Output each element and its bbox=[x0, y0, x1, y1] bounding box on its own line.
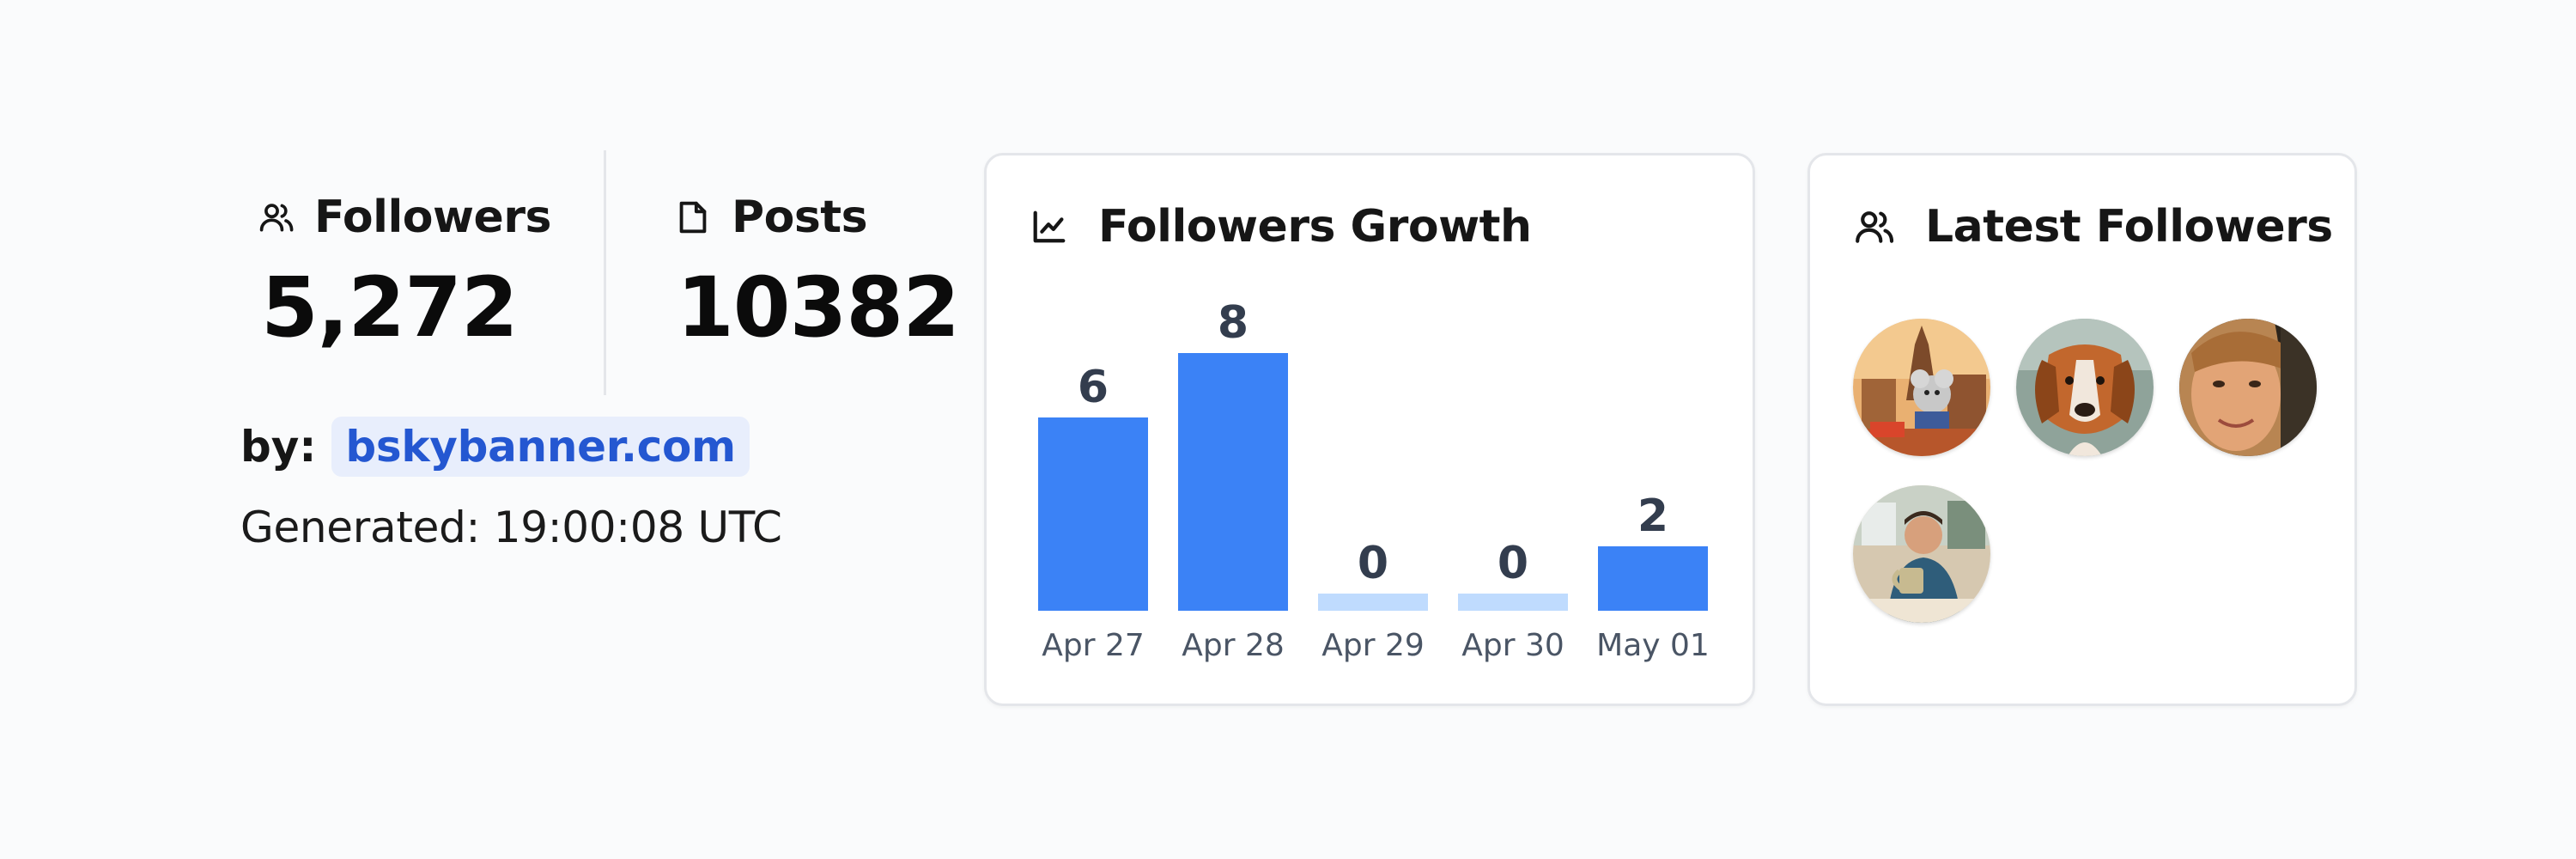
latest-followers-card: Latest Followers bbox=[1807, 153, 2357, 706]
users-icon bbox=[1853, 205, 1896, 248]
file-icon bbox=[673, 198, 713, 237]
followers-stat: Followers 5,272 bbox=[258, 191, 551, 349]
credit-label: by: bbox=[240, 422, 317, 472]
bar-0 bbox=[1038, 417, 1148, 611]
followers-header: Followers bbox=[258, 191, 551, 244]
bar-1 bbox=[1178, 353, 1288, 611]
credit-row: by: bskybanner.com bbox=[240, 414, 750, 479]
followers-growth-chart: 6 Apr 27 8 Apr 28 0 Apr 29 0 Apr 30 2 May 01 bbox=[1038, 297, 1710, 663]
avatar-woman[interactable] bbox=[2179, 319, 2317, 456]
growth-card-title: Followers Growth bbox=[1098, 201, 1532, 253]
bar-value-1: 8 bbox=[1218, 297, 1249, 349]
users-icon bbox=[258, 198, 295, 236]
credit-link[interactable]: bskybanner.com bbox=[331, 417, 750, 477]
bar-label-1: Apr 28 bbox=[1182, 628, 1285, 663]
bar-label-4: May 01 bbox=[1596, 628, 1710, 663]
bar-value-2: 0 bbox=[1358, 538, 1388, 589]
bar-label-0: Apr 27 bbox=[1042, 628, 1145, 663]
bar-value-4: 2 bbox=[1637, 490, 1668, 542]
latest-card-header: Latest Followers bbox=[1853, 198, 2333, 255]
bar-4 bbox=[1598, 546, 1708, 611]
bar-label-2: Apr 29 bbox=[1321, 628, 1425, 663]
avatar-man-coffee[interactable] bbox=[1853, 485, 1990, 623]
generated-timestamp: Generated: 19:00:08 UTC bbox=[240, 503, 782, 552]
posts-count: 10382 bbox=[677, 259, 960, 356]
bar-2 bbox=[1318, 594, 1428, 611]
avatar-mouse-city[interactable] bbox=[1853, 319, 1990, 456]
bar-value-0: 6 bbox=[1078, 362, 1109, 413]
followers-count: 5,272 bbox=[261, 259, 519, 356]
bar-3 bbox=[1458, 594, 1568, 611]
line-chart-icon bbox=[1030, 207, 1069, 247]
latest-card-title: Latest Followers bbox=[1925, 201, 2333, 253]
followers-growth-card: Followers Growth 6 Apr 27 8 Apr 28 0 Apr 29 0 A… bbox=[984, 153, 1755, 706]
followers-label: Followers bbox=[314, 192, 551, 243]
avatar-dog[interactable] bbox=[2016, 319, 2154, 456]
bar-label-3: Apr 30 bbox=[1461, 628, 1564, 663]
posts-label: Posts bbox=[732, 192, 868, 243]
posts-stat: Posts 10382 bbox=[673, 191, 960, 349]
posts-header: Posts bbox=[673, 191, 868, 244]
stats-divider bbox=[604, 150, 606, 395]
bar-value-3: 0 bbox=[1498, 538, 1528, 589]
growth-card-header: Followers Growth bbox=[1030, 198, 1532, 255]
